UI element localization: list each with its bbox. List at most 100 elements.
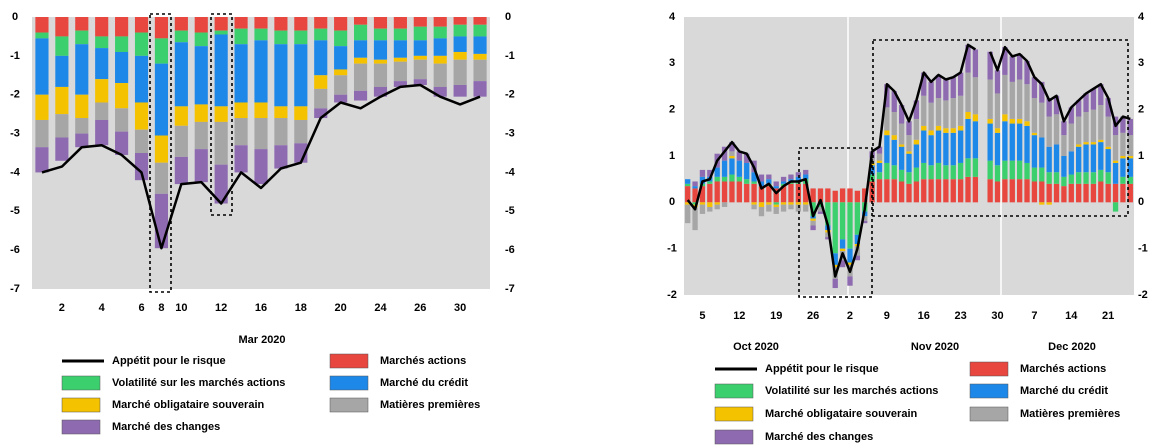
bar-segment bbox=[898, 123, 905, 145]
bar-segment bbox=[413, 55, 427, 60]
bar-segment bbox=[55, 86, 69, 115]
bar-segment bbox=[928, 179, 934, 203]
bar-segment bbox=[965, 72, 971, 112]
highlight-box bbox=[149, 13, 172, 293]
bar-segment bbox=[373, 17, 388, 29]
x-tick-label: 19 bbox=[770, 310, 782, 322]
bar-segment bbox=[965, 176, 971, 203]
bar-segment bbox=[1112, 183, 1119, 203]
bar-segment bbox=[758, 202, 765, 207]
y-tick-label: -4 bbox=[10, 166, 21, 178]
bar-segment bbox=[751, 172, 757, 182]
bar-segment bbox=[795, 172, 801, 177]
bar-segment bbox=[810, 225, 816, 231]
bar-segment bbox=[75, 44, 89, 95]
bar-segment bbox=[994, 132, 1001, 166]
legend-swatch bbox=[61, 419, 101, 435]
bar-segment bbox=[854, 255, 861, 261]
bar-segment bbox=[817, 211, 824, 214]
y-tick-label: -1 bbox=[10, 50, 20, 62]
x-tick-label: 30 bbox=[454, 302, 466, 314]
bar-segment bbox=[913, 181, 920, 203]
bar-segment bbox=[393, 81, 407, 87]
bar-segment bbox=[869, 162, 875, 166]
legend-swatch bbox=[714, 406, 754, 422]
bar-segment bbox=[1039, 167, 1045, 182]
bar-segment bbox=[943, 79, 949, 101]
bar-segment bbox=[825, 232, 831, 238]
bar-segment bbox=[817, 188, 824, 203]
bar-segment bbox=[685, 186, 691, 203]
bar-segment bbox=[810, 218, 816, 221]
bar-segment bbox=[353, 17, 368, 25]
bar-segment bbox=[393, 40, 407, 58]
x-tick-label: 7 bbox=[1031, 310, 1037, 322]
bar-segment bbox=[935, 74, 942, 99]
y2-tick-label: -2 bbox=[505, 89, 515, 101]
bar-segment bbox=[1031, 167, 1038, 182]
bar-segment bbox=[1083, 183, 1089, 203]
bar-segment bbox=[1076, 144, 1082, 147]
bar-segment bbox=[174, 30, 188, 43]
bar-segment bbox=[1024, 121, 1030, 126]
bar-segment bbox=[294, 44, 308, 107]
bar-segment bbox=[928, 165, 934, 180]
bar-segment bbox=[994, 93, 1001, 129]
bar-segment bbox=[1120, 132, 1126, 156]
bar-segment bbox=[75, 118, 89, 134]
bar-segment bbox=[972, 158, 979, 177]
bar-segment bbox=[1031, 98, 1038, 133]
legend-label: Matières premières bbox=[380, 399, 480, 411]
bar-segment bbox=[699, 186, 706, 203]
highlight-box bbox=[798, 147, 873, 298]
x-tick-label: 26 bbox=[414, 302, 426, 314]
bar-segment bbox=[1061, 121, 1067, 136]
bar-segment bbox=[803, 174, 809, 180]
bar-segment bbox=[214, 164, 228, 204]
bar-segment bbox=[194, 17, 208, 33]
x-tick-label: 5 bbox=[699, 310, 705, 322]
y2-tick-label: -1 bbox=[1138, 243, 1148, 255]
bar-segment bbox=[935, 130, 942, 163]
bar-segment bbox=[174, 106, 188, 126]
bar-segment bbox=[1068, 174, 1074, 184]
bar-segment bbox=[1017, 179, 1023, 203]
bar-segment bbox=[373, 86, 388, 97]
bar-segment bbox=[35, 147, 49, 173]
bar-segment bbox=[773, 186, 779, 189]
bar-segment bbox=[1024, 84, 1030, 122]
bar-segment bbox=[987, 123, 993, 161]
bar-segment bbox=[928, 135, 934, 166]
bar-segment bbox=[950, 128, 956, 133]
bar-segment bbox=[714, 204, 720, 210]
y2-tick-label: -7 bbox=[505, 283, 515, 295]
bar-segment bbox=[1127, 158, 1133, 177]
bar-segment bbox=[294, 106, 308, 120]
bar-segment bbox=[1002, 160, 1008, 180]
bar-segment bbox=[95, 79, 109, 103]
bar-segment bbox=[393, 57, 407, 62]
bar-segment bbox=[921, 130, 927, 163]
bar-segment bbox=[453, 59, 467, 85]
x-tick-label: 16 bbox=[255, 302, 267, 314]
bar-segment bbox=[75, 30, 89, 45]
bar-segment bbox=[174, 42, 188, 107]
y2-tick-label: 1 bbox=[1138, 150, 1144, 162]
bar-segment bbox=[758, 186, 765, 203]
bar-segment bbox=[353, 57, 368, 64]
bar-segment bbox=[957, 162, 964, 180]
bar-segment bbox=[254, 17, 268, 29]
bar-segment bbox=[744, 162, 750, 180]
bar-segment bbox=[736, 160, 742, 177]
bar-segment bbox=[35, 119, 49, 148]
y2-tick-label: 0 bbox=[1138, 196, 1144, 208]
bar-segment bbox=[884, 162, 890, 180]
bar-segment bbox=[1002, 74, 1008, 115]
bar-segment bbox=[234, 102, 248, 119]
x-tick-label: 12 bbox=[733, 310, 745, 322]
bar-segment bbox=[134, 17, 149, 33]
x-tick-label: 16 bbox=[918, 310, 930, 322]
bar-segment bbox=[254, 28, 268, 41]
bar-segment bbox=[884, 179, 890, 203]
bar-segment bbox=[1127, 118, 1133, 136]
